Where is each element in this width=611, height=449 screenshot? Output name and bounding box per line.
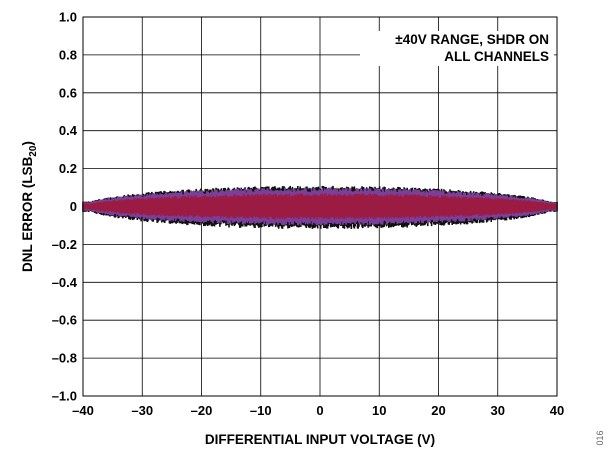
y-tick-label: –0.2 [52, 237, 77, 252]
y-tick-label: –1.0 [52, 389, 77, 404]
dnl-scatter-band [82, 185, 558, 229]
y-tick-label: –0.8 [52, 351, 77, 366]
y-tick-label: 1.0 [59, 10, 77, 25]
x-tick-label: 20 [431, 403, 445, 418]
x-tick-label: –10 [250, 403, 272, 418]
x-tick-label: 40 [550, 403, 564, 418]
y-axis-title-subscript: 20 [28, 145, 39, 157]
x-tick-label: –30 [131, 403, 153, 418]
x-tick-label: 30 [491, 403, 505, 418]
y-tick-label: 0.8 [59, 47, 77, 62]
figure-number: 016 [595, 430, 605, 445]
x-tick-label: 0 [316, 403, 323, 418]
y-tick-label: 0.2 [59, 161, 77, 176]
x-tick-label: –40 [72, 403, 94, 418]
annotation-box: ±40V RANGE, SHDR ON ALL CHANNELS [360, 31, 554, 66]
y-axis-title-close: ) [20, 141, 35, 146]
y-tick-label: 0 [70, 199, 77, 214]
x-axis-title: DIFFERENTIAL INPUT VOLTAGE (V) [205, 432, 435, 447]
plot-frame [82, 16, 558, 397]
x-tick-label: 10 [372, 403, 386, 418]
y-tick-labels: 1.0 0.8 0.6 0.4 0.2 0 –0.2 –0.4 –0.6 –0.8 –1.0 [52, 10, 78, 404]
annotation-line-2: ALL CHANNELS [444, 49, 549, 64]
x-tick-labels: –40 –30 –20 –10 0 10 20 30 40 [72, 403, 564, 418]
annotation-line-1: ±40V RANGE, SHDR ON [395, 32, 549, 47]
y-axis-title: DNL ERROR (LSB20) [20, 141, 39, 272]
y-axis-title-main: DNL ERROR (LSB [20, 156, 35, 272]
y-tick-label: –0.4 [52, 275, 78, 290]
y-tick-label: –0.6 [52, 313, 77, 328]
y-tick-label: 0.4 [59, 123, 78, 138]
y-tick-label: 0.6 [59, 85, 77, 100]
x-tick-label: –20 [191, 403, 213, 418]
annotation-background [360, 31, 554, 66]
